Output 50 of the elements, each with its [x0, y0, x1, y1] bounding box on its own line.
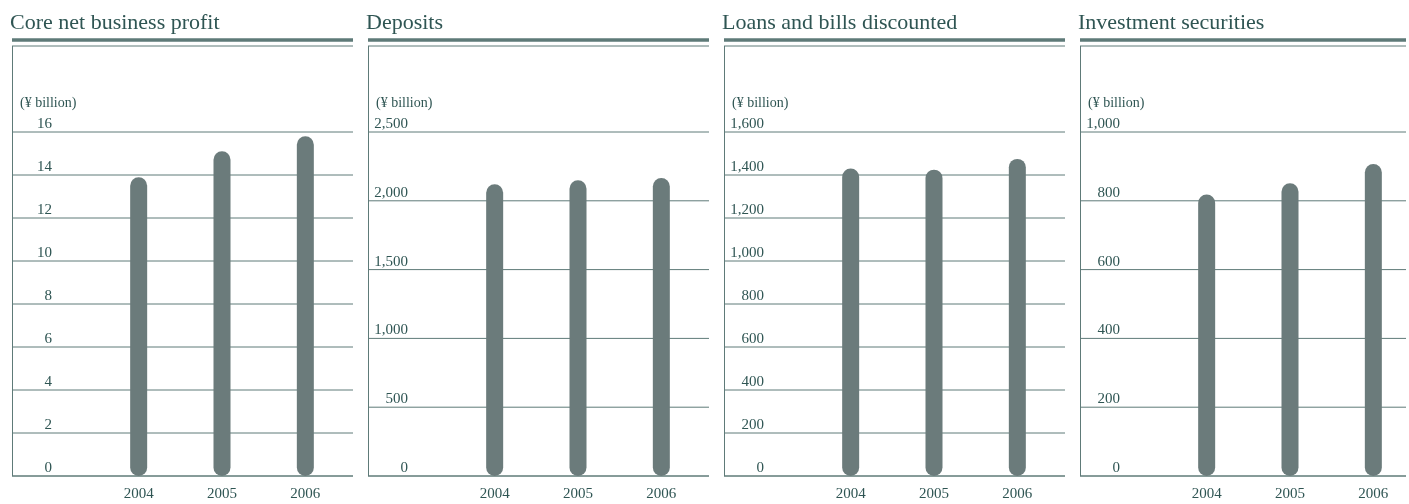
y-tick-label: 1,000 — [1086, 115, 1120, 131]
y-tick-label: 1,600 — [730, 115, 764, 131]
y-tick-label: 2,000 — [374, 183, 408, 200]
x-tick-label: 2006 — [1002, 485, 1033, 501]
y-tick-label: 600 — [741, 330, 764, 346]
y-tick-label: 0 — [400, 459, 408, 475]
y-tick-label: 2 — [44, 416, 52, 432]
x-tick-label: 2005 — [919, 485, 949, 501]
y-axis-title: (¥ billion) — [20, 95, 77, 111]
y-tick-label: 1,000 — [374, 321, 408, 338]
x-tick-label: 2004 — [479, 485, 511, 501]
y-tick-label: 14 — [37, 158, 53, 174]
y-tick-label: 2,500 — [374, 115, 408, 131]
x-tick-label: 2004 — [835, 485, 867, 501]
y-tick-label: 16 — [37, 115, 53, 131]
y-axis-title: (¥ billion) — [376, 95, 433, 111]
y-axis-title: (¥ billion) — [732, 95, 789, 111]
y-tick-label: 1,000 — [730, 244, 764, 260]
y-tick-label: 200 — [741, 416, 764, 432]
y-tick-label: 1,500 — [374, 252, 408, 269]
y-tick-label: 800 — [741, 287, 764, 303]
chart-title: Core net business profit — [10, 9, 220, 34]
x-tick-label: 2006 — [1358, 485, 1389, 501]
y-tick-label: 0 — [756, 459, 764, 475]
x-tick-label: 2006 — [646, 485, 677, 501]
y-tick-label: 500 — [385, 390, 408, 407]
chart-title: Deposits — [366, 9, 443, 34]
chart-title: Loans and bills discounted — [722, 9, 958, 34]
chart-title: Investment securities — [1078, 9, 1265, 34]
y-tick-label: 400 — [741, 373, 764, 389]
y-tick-label: 200 — [1097, 390, 1120, 407]
y-tick-label: 4 — [44, 373, 53, 389]
y-tick-label: 10 — [37, 244, 52, 260]
y-tick-label: 12 — [37, 201, 52, 217]
y-tick-label: 0 — [1112, 459, 1120, 475]
y-tick-label: 8 — [44, 287, 52, 303]
y-tick-label: 1,200 — [730, 201, 764, 217]
y-tick-label: 6 — [44, 330, 53, 346]
x-tick-label: 2004 — [1191, 485, 1223, 501]
y-tick-label: 600 — [1097, 252, 1120, 269]
y-tick-label: 400 — [1097, 321, 1120, 338]
x-tick-label: 2004 — [123, 485, 155, 501]
y-tick-label: 1,400 — [730, 158, 764, 174]
y-axis-title: (¥ billion) — [1088, 95, 1145, 111]
x-tick-label: 2005 — [1275, 485, 1305, 501]
x-tick-label: 2005 — [207, 485, 237, 501]
y-tick-label: 0 — [44, 459, 52, 475]
y-tick-label: 800 — [1097, 183, 1120, 200]
x-tick-label: 2005 — [563, 485, 593, 501]
x-tick-label: 2006 — [290, 485, 321, 501]
